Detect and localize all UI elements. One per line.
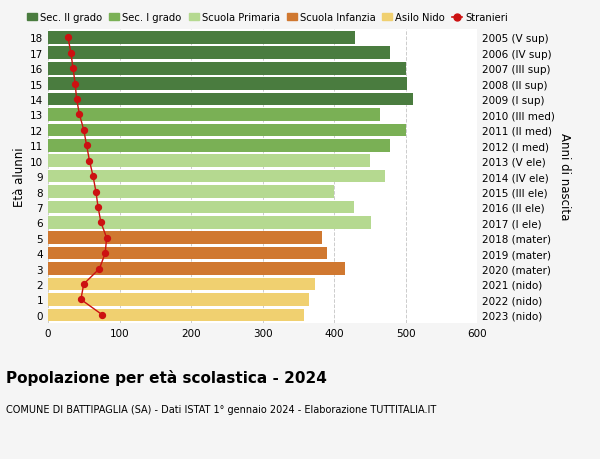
Point <box>79 127 89 134</box>
Bar <box>48 155 370 168</box>
Bar <box>48 140 390 152</box>
Bar <box>48 278 314 291</box>
Bar <box>48 47 390 60</box>
Bar <box>48 293 309 306</box>
Bar <box>48 217 371 229</box>
Point <box>63 34 73 42</box>
Bar <box>48 247 327 260</box>
Bar <box>48 170 385 183</box>
Bar <box>48 109 380 122</box>
Point <box>66 50 76 57</box>
Point <box>79 281 89 288</box>
Point <box>91 189 101 196</box>
Y-axis label: Anni di nascita: Anni di nascita <box>559 133 571 220</box>
Bar <box>48 201 354 214</box>
Point <box>100 250 110 257</box>
Point <box>85 157 94 165</box>
Bar <box>48 94 413 106</box>
Bar <box>48 78 407 91</box>
Point <box>96 219 106 227</box>
Point <box>82 142 91 150</box>
Legend: Sec. II grado, Sec. I grado, Scuola Primaria, Scuola Infanzia, Asilo Nido, Stran: Sec. II grado, Sec. I grado, Scuola Prim… <box>27 13 508 23</box>
Point <box>72 96 82 103</box>
Point <box>88 173 98 180</box>
Point <box>93 204 103 211</box>
Point <box>74 112 84 119</box>
Bar <box>48 232 322 245</box>
Text: Popolazione per età scolastica - 2024: Popolazione per età scolastica - 2024 <box>6 369 327 386</box>
Point <box>70 81 80 88</box>
Point <box>95 265 104 273</box>
Bar <box>48 186 334 198</box>
Y-axis label: Età alunni: Età alunni <box>13 147 26 207</box>
Point <box>98 312 107 319</box>
Point <box>76 296 86 303</box>
Bar <box>48 32 355 45</box>
Point <box>102 235 112 242</box>
Bar <box>48 63 406 75</box>
Bar <box>48 263 345 275</box>
Point <box>68 65 78 73</box>
Text: COMUNE DI BATTIPAGLIA (SA) - Dati ISTAT 1° gennaio 2024 - Elaborazione TUTTITALI: COMUNE DI BATTIPAGLIA (SA) - Dati ISTAT … <box>6 404 436 414</box>
Bar <box>48 124 406 137</box>
Bar <box>48 309 304 321</box>
